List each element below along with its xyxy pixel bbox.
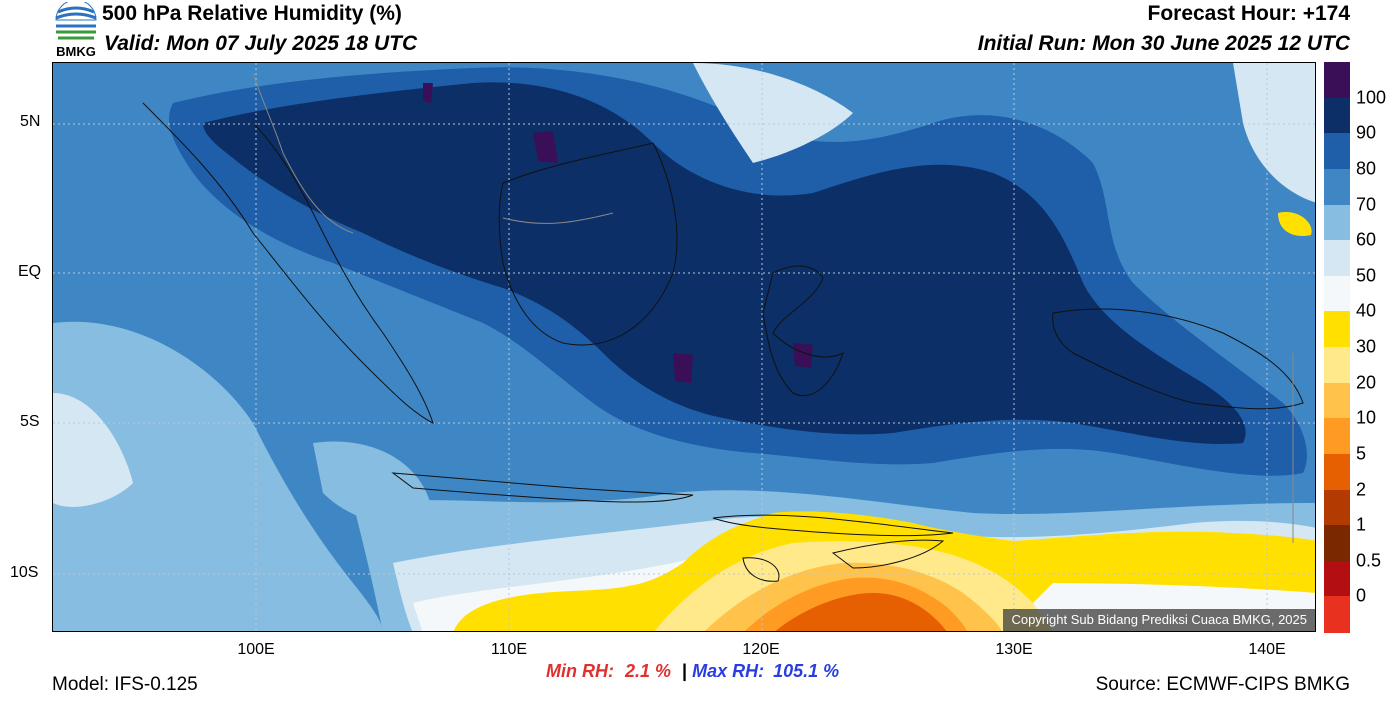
colorbar-segment [1324, 596, 1350, 633]
colorbar-segment [1324, 168, 1350, 205]
valid-time: Valid: Mon 07 July 2025 18 UTC [104, 32, 418, 55]
source-label: Source: ECMWF-CIPS BMKG [1095, 674, 1350, 695]
colorbar-label: 30 [1356, 336, 1377, 357]
coast-java [391, 472, 694, 503]
colorbar-segment [1324, 240, 1350, 277]
humidity-field [53, 63, 1315, 631]
readout-separator: | [682, 661, 688, 681]
colorbar-segment [1324, 133, 1350, 170]
coastlines [142, 102, 1304, 582]
colorbar-label: 70 [1356, 194, 1377, 214]
colorbar-segment [1324, 347, 1350, 384]
colorbar-segment [1324, 62, 1350, 99]
coast-timor [831, 539, 945, 569]
coast-sulawesi [762, 265, 844, 397]
rh-region-50-fne [1233, 63, 1315, 203]
lon-label-140e: 140E [1248, 641, 1286, 658]
colorbar-label: 100 [1356, 87, 1387, 108]
rh-patch-100-c [673, 353, 693, 383]
colorbar-label: 60 [1356, 229, 1377, 250]
coast-sumatra [142, 102, 434, 424]
rh-patch-100-a [423, 83, 433, 103]
graticule [53, 63, 1315, 631]
copyright-notice: Copyright Sub Bidang Prediksi Cuaca BMKG… [1003, 609, 1315, 631]
max-rh-label: Max RH: [692, 661, 765, 681]
humidity-map: Copyright Sub Bidang Prediksi Cuaca BMKG… [52, 62, 1316, 632]
colorbar-segment [1324, 525, 1350, 562]
lon-label-120e: 120E [742, 641, 780, 658]
lon-label-130e: 130E [995, 641, 1033, 658]
lat-label-5n: 5N [20, 113, 41, 130]
colorbar-label: 40 [1356, 300, 1377, 321]
colorbar-label: 2 [1356, 479, 1367, 499]
lat-label-5s: 5S [20, 413, 40, 430]
colorbar-segment [1324, 418, 1350, 455]
map-title: 500 hPa Relative Humidity (%) [102, 2, 402, 25]
min-rh-label: Min RH: [546, 661, 614, 681]
colorbar-segment [1324, 204, 1350, 241]
colorbar-segment [1324, 311, 1350, 348]
colorbar-label: 5 [1356, 443, 1367, 464]
min-rh-value: 2.1 % [625, 661, 672, 681]
colorbar-label: 80 [1356, 158, 1377, 179]
coast-papua [1052, 308, 1304, 410]
logo-text: BMKG [56, 44, 96, 58]
lat-label-eq: EQ [18, 263, 42, 280]
coast-kalimantan [498, 142, 678, 346]
initial-run: Initial Run: Mon 30 June 2025 12 UTC [977, 32, 1350, 55]
colorbar-segment [1324, 97, 1350, 134]
rh-patch-100-d [793, 343, 813, 368]
coast-nusa-tenggara [712, 514, 954, 537]
colorbar-segment [1324, 453, 1350, 490]
rh-patch-30-ne [1278, 212, 1312, 237]
model-label: Model: IFS-0.125 [52, 674, 198, 695]
rh-region-50-ne [693, 63, 853, 163]
colorbar-label: 0 [1356, 585, 1367, 606]
forecast-hour: Forecast Hour: +174 [1147, 2, 1351, 25]
colorbar-label: 1 [1356, 514, 1367, 535]
colorbar-label: 50 [1356, 265, 1377, 286]
colorbar-segment [1324, 382, 1350, 419]
colorbar-segment [1324, 560, 1350, 597]
colorbar-label: 10 [1356, 407, 1377, 428]
rh-region-90 [203, 82, 1246, 444]
lon-label-100e: 100E [237, 641, 275, 658]
max-rh-value: 105.1 % [773, 661, 840, 681]
bmkg-logo: BMKG [55, 2, 97, 58]
min-max-readout: Min RH: 2.1 % | Max RH: 105.1 % [546, 661, 839, 682]
coast-timor-small [742, 557, 780, 582]
colorbar-label: 90 [1356, 122, 1377, 143]
colorbar-label: 0.5 [1356, 550, 1382, 571]
colorbar [1324, 62, 1350, 633]
rh-region-50-w [53, 393, 133, 507]
lon-label-110e: 110E [490, 641, 528, 658]
border-kalimantan [502, 212, 614, 224]
colorbar-segment [1324, 275, 1350, 312]
border-malaysia [252, 72, 354, 234]
colorbar-segment [1324, 489, 1350, 526]
lat-label-10s: 10S [10, 564, 39, 581]
rh-patch-100-b [533, 131, 558, 163]
rh-region-2 [775, 593, 947, 631]
borders [252, 72, 1294, 543]
colorbar-label: 20 [1356, 372, 1377, 393]
rh-region-60-sw [53, 321, 383, 631]
